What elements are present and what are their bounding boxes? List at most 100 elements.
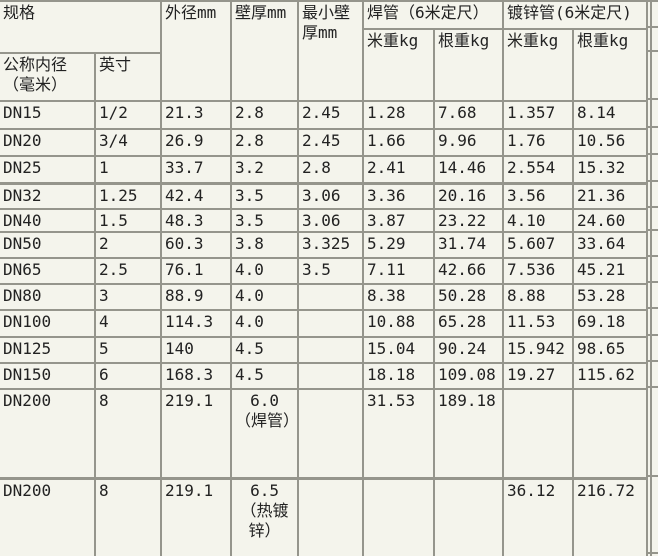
table-cell: 3.5 xyxy=(230,208,300,233)
table-cell: 8 xyxy=(93,388,163,479)
clipped-cell xyxy=(646,2,658,28)
row-dn-cell: DN80 xyxy=(0,283,96,311)
table-cell: 21.3 xyxy=(160,100,233,130)
table-cell: 15.942 xyxy=(502,336,575,364)
table-row: DN100 4 114.3 4.0 10.88 65.28 11.53 69.18 xyxy=(0,309,649,338)
table-cell: 53.28 xyxy=(572,283,649,311)
clipped-cell xyxy=(646,100,658,128)
table-cell: 33.7 xyxy=(160,155,233,184)
table-cell: 1.66 xyxy=(362,128,436,157)
header-galvanized-piece-weight: 根重kg xyxy=(572,28,649,102)
table-cell: 1.28 xyxy=(362,100,436,130)
table-cell: 31.74 xyxy=(433,231,505,259)
row-dn-cell: DN150 xyxy=(0,362,96,390)
table-cell: 2.8 xyxy=(230,100,300,130)
table-cell: 45.21 xyxy=(572,257,649,285)
table-cell: 3.325 xyxy=(297,231,365,259)
row-dn-cell: DN100 xyxy=(0,309,96,338)
table-cell: 6.5 （热镀锌） xyxy=(230,476,300,556)
clipped-cell xyxy=(646,388,658,477)
table-cell: 76.1 xyxy=(160,257,233,285)
table-cell: 2.45 xyxy=(297,128,365,157)
table-row: DN15 1/2 21.3 2.8 2.45 1.28 7.68 1.357 8.14 xyxy=(0,100,649,130)
table-cell: 26.9 xyxy=(160,128,233,157)
table-cell: 98.65 xyxy=(572,336,649,364)
table-cell: 140 xyxy=(160,336,233,364)
table-cell: 1.76 xyxy=(502,128,575,157)
table-row: DN20 3/4 26.9 2.8 2.45 1.66 9.96 1.76 10.56 xyxy=(0,128,649,157)
table-row: DN125 5 140 4.5 15.04 90.24 15.942 98.65 xyxy=(0,336,649,364)
table-cell: 216.72 xyxy=(572,476,649,556)
table-cell: 1.5 xyxy=(93,208,163,233)
table-cell: 8.88 xyxy=(502,283,575,311)
table-cell: 69.18 xyxy=(572,309,649,338)
clipped-cell xyxy=(646,208,658,231)
clipped-cell xyxy=(646,231,658,257)
table-cell: 14.46 xyxy=(433,155,505,184)
table-cell: 31.53 xyxy=(362,388,436,479)
table-cell: 4.10 xyxy=(502,208,575,233)
clipped-cell xyxy=(646,477,658,554)
header-welded-piece-weight: 根重kg xyxy=(433,28,505,102)
header-min-wall-thickness: 最小壁 厚mm xyxy=(297,0,365,102)
table-cell: 6 xyxy=(93,362,163,390)
table-cell: 3.5 xyxy=(230,181,300,210)
table-cell xyxy=(297,309,365,338)
clipped-cell xyxy=(646,283,658,309)
table-cell: 24.60 xyxy=(572,208,649,233)
table-cell: 4.5 xyxy=(230,336,300,364)
table-cell: 3.2 xyxy=(230,155,300,184)
table-cell: 3.36 xyxy=(362,181,436,210)
table-cell: 5.29 xyxy=(362,231,436,259)
table-cell xyxy=(572,388,649,479)
table-cell: 15.04 xyxy=(362,336,436,364)
table-cell: 18.18 xyxy=(362,362,436,390)
table-cell: 50.28 xyxy=(433,283,505,311)
table-cell: 189.18 xyxy=(433,388,505,479)
row-dn-cell: DN200 xyxy=(0,388,96,479)
table-cell: 3/4 xyxy=(93,128,163,157)
clipped-next-column xyxy=(646,0,658,556)
table-row: DN50 2 60.3 3.8 3.325 5.29 31.74 5.607 33.64 xyxy=(0,231,649,259)
table-cell: 4.5 xyxy=(230,362,300,390)
header-welded-group: 焊管（6米定尺） xyxy=(362,0,505,30)
table-cell xyxy=(297,388,365,479)
table-row: DN200 8 219.1 6.0 （焊管） 31.53 189.18 xyxy=(0,388,649,479)
table-cell xyxy=(362,476,436,556)
table-cell: 1.357 xyxy=(502,100,575,130)
table-cell xyxy=(297,476,365,556)
table-cell: 4 xyxy=(93,309,163,338)
table-cell: 3 xyxy=(93,283,163,311)
table-cell: 48.3 xyxy=(160,208,233,233)
table-row: DN32 1.25 42.4 3.5 3.06 3.36 20.16 3.56 21.36 xyxy=(0,181,649,210)
table-cell: 8.14 xyxy=(572,100,649,130)
table-cell: 2.5 xyxy=(93,257,163,285)
clipped-cell xyxy=(646,182,658,208)
table-cell: 15.32 xyxy=(572,155,649,184)
table-cell: 20.16 xyxy=(433,181,505,210)
row-dn-cell: DN25 xyxy=(0,155,96,184)
table-cell: 4.0 xyxy=(230,257,300,285)
table-cell: 3.56 xyxy=(502,181,575,210)
table-cell: 8.38 xyxy=(362,283,436,311)
table-cell xyxy=(502,388,575,479)
clipped-cell xyxy=(646,336,658,362)
table-cell: 7.11 xyxy=(362,257,436,285)
clipped-cell xyxy=(646,155,658,182)
header-welded-meter-weight: 米重kg xyxy=(362,28,436,102)
table-cell: 42.66 xyxy=(433,257,505,285)
table-cell: 219.1 xyxy=(160,476,233,556)
table-row: DN80 3 88.9 4.0 8.38 50.28 8.88 53.28 xyxy=(0,283,649,311)
table-cell: 90.24 xyxy=(433,336,505,364)
clipped-cell xyxy=(646,52,658,100)
row-dn-cell: DN200 xyxy=(0,476,96,556)
table-cell: 88.9 xyxy=(160,283,233,311)
table-row: DN200 8 219.1 6.5 （热镀锌） 36.12 216.72 xyxy=(0,476,649,556)
table-cell: 115.62 xyxy=(572,362,649,390)
header-outer-diameter: 外径mm xyxy=(160,0,233,102)
table-cell: 7.536 xyxy=(502,257,575,285)
table-cell xyxy=(297,336,365,364)
table-cell: 2 xyxy=(93,231,163,259)
table-cell: 3.06 xyxy=(297,208,365,233)
